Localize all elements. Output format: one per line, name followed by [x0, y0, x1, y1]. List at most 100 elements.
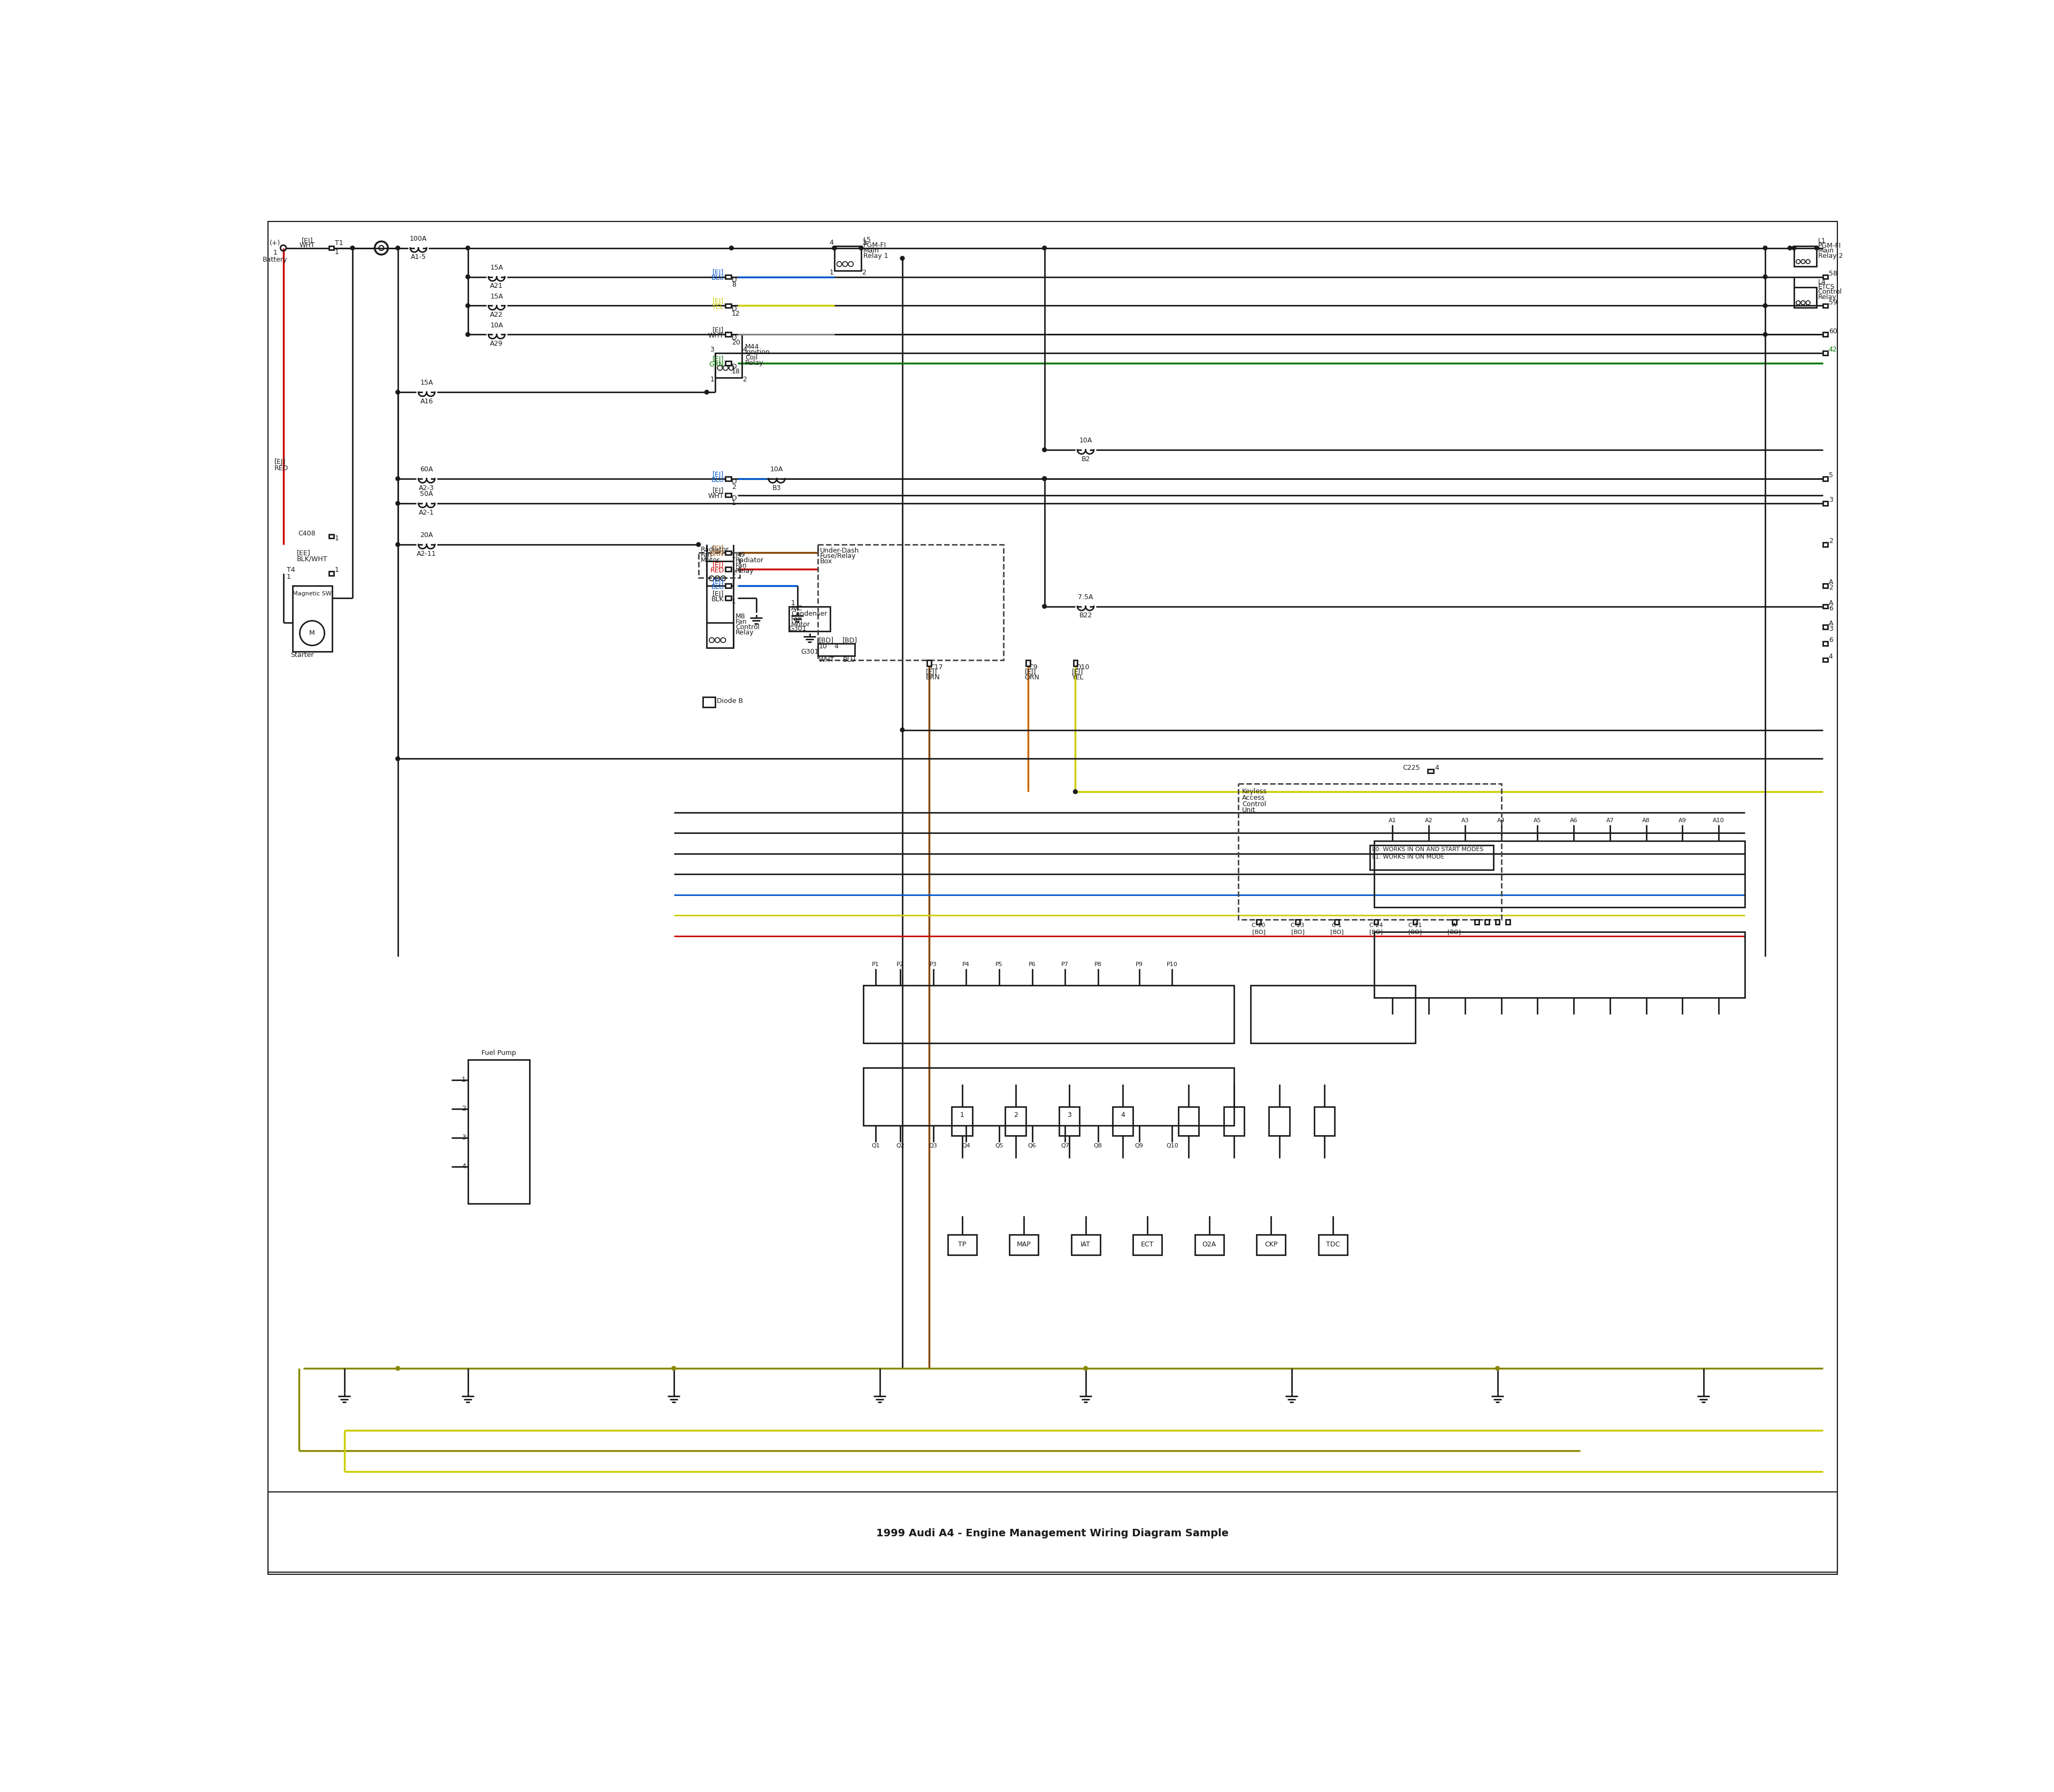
Bar	[725, 568, 731, 572]
Text: Q6: Q6	[1027, 1143, 1037, 1149]
Text: 2: 2	[731, 570, 735, 575]
Text: 1: 1	[288, 573, 292, 581]
Circle shape	[396, 391, 401, 394]
Bar	[1315, 1107, 1335, 1136]
Text: 18: 18	[731, 367, 739, 375]
Text: 3: 3	[1828, 496, 1832, 504]
Circle shape	[466, 274, 470, 280]
Text: A21: A21	[491, 283, 503, 290]
Bar	[725, 477, 731, 480]
Text: A2-11: A2-11	[417, 550, 435, 557]
Text: [EE]: [EE]	[298, 550, 310, 556]
Text: P5: P5	[996, 962, 1002, 968]
Circle shape	[1791, 246, 1795, 251]
Bar	[1134, 1235, 1163, 1254]
Text: B22: B22	[1078, 613, 1093, 618]
Text: P3: P3	[930, 962, 937, 968]
Bar	[1370, 846, 1493, 869]
Text: [BO]: [BO]	[1448, 928, 1460, 934]
Text: A16: A16	[421, 398, 433, 405]
Bar	[1251, 986, 1415, 1043]
Text: Q5: Q5	[994, 1143, 1002, 1149]
Circle shape	[1085, 1366, 1089, 1371]
Text: [EJ]: [EJ]	[713, 326, 723, 333]
Text: A1: A1	[1389, 817, 1397, 823]
Text: 3: 3	[462, 1134, 466, 1142]
Text: WHT: WHT	[709, 332, 723, 339]
Text: [EI]: [EI]	[302, 237, 312, 244]
Text: P7: P7	[1062, 962, 1068, 968]
Text: 8: 8	[731, 281, 735, 289]
Text: Fuse/Relay: Fuse/Relay	[820, 552, 857, 559]
Text: PGM-FI: PGM-FI	[1818, 242, 1840, 249]
Circle shape	[1787, 246, 1791, 251]
Circle shape	[1041, 246, 1045, 251]
Text: [BD]: [BD]	[842, 636, 859, 643]
Text: O2A: O2A	[1202, 1242, 1216, 1249]
Bar	[1822, 274, 1828, 280]
Text: 1: 1	[335, 566, 339, 573]
Bar	[725, 550, 731, 556]
Circle shape	[859, 246, 863, 251]
Text: Fan: Fan	[700, 552, 713, 559]
Text: WHT: WHT	[820, 656, 834, 663]
Text: B3: B3	[772, 484, 781, 491]
Text: 1: 1	[791, 600, 795, 606]
Bar	[707, 624, 733, 647]
Text: C 1: C 1	[1331, 923, 1341, 928]
Text: C408: C408	[298, 530, 316, 538]
Bar	[1004, 1107, 1025, 1136]
Text: [BO]: [BO]	[1409, 928, 1421, 934]
Text: M8: M8	[735, 613, 746, 620]
Text: A2-3: A2-3	[419, 484, 433, 491]
Text: [EJ]: [EJ]	[713, 471, 723, 478]
Text: D: D	[731, 364, 737, 371]
Bar	[715, 353, 741, 378]
Text: 7.5A: 7.5A	[1078, 593, 1093, 600]
Text: 15A: 15A	[491, 292, 503, 299]
Text: A8: A8	[1643, 817, 1649, 823]
Bar	[1495, 919, 1499, 925]
Text: [EJ]: [EJ]	[275, 459, 286, 466]
Bar	[468, 1059, 530, 1204]
Text: [EJ]: [EJ]	[1072, 668, 1082, 676]
Bar	[947, 1235, 976, 1254]
Text: C9: C9	[1029, 663, 1037, 670]
Text: Q8: Q8	[1093, 1143, 1103, 1149]
Bar	[1257, 919, 1261, 925]
Bar	[269, 1493, 1836, 1575]
Text: 10A: 10A	[770, 466, 783, 473]
Text: [BO]: [BO]	[1370, 928, 1382, 934]
Text: Fuel Pump: Fuel Pump	[481, 1050, 516, 1057]
Bar	[834, 246, 861, 271]
Text: [EJ]: [EJ]	[713, 545, 723, 552]
Text: 4: 4	[744, 346, 748, 353]
Text: BLK/WHT: BLK/WHT	[298, 556, 329, 563]
Circle shape	[1495, 1366, 1499, 1371]
Bar	[698, 552, 739, 577]
Bar	[863, 1068, 1234, 1125]
Text: Q4: Q4	[961, 1143, 969, 1149]
Text: Fan: Fan	[735, 618, 748, 625]
Bar	[817, 643, 854, 656]
Text: BLK: BLK	[711, 597, 723, 602]
Text: C17: C17	[930, 663, 943, 670]
Bar	[1060, 1107, 1080, 1136]
Circle shape	[1041, 604, 1045, 609]
Text: 58: 58	[1828, 271, 1836, 278]
Text: P6: P6	[1029, 962, 1035, 968]
Text: 5: 5	[1828, 471, 1832, 478]
Text: Fan: Fan	[791, 616, 803, 622]
Circle shape	[1762, 274, 1766, 280]
Text: 1: 1	[731, 500, 735, 507]
Bar	[725, 333, 731, 337]
Circle shape	[900, 728, 904, 731]
Text: RED: RED	[275, 464, 288, 471]
Bar	[1822, 303, 1828, 308]
Text: Q7: Q7	[1060, 1143, 1070, 1149]
Circle shape	[466, 333, 470, 337]
Text: Battery: Battery	[263, 256, 288, 263]
Bar	[725, 597, 731, 600]
Bar	[1009, 1235, 1037, 1254]
Text: A1-5: A1-5	[411, 254, 425, 260]
